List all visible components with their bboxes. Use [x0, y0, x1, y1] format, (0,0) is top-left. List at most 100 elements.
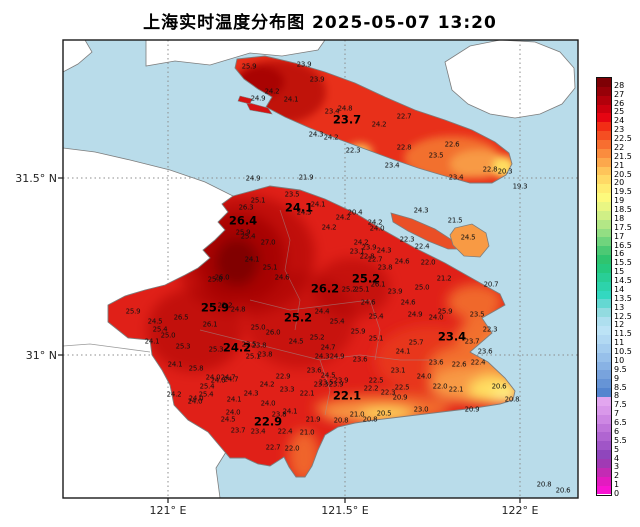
colorbar-tick-label: 20	[614, 178, 625, 188]
temp-value-label-major: 25.2	[283, 310, 313, 325]
colorbar-tick-label: 21	[614, 160, 625, 170]
temp-value-label: 24.6	[394, 257, 410, 266]
temp-value-label: 23.8	[251, 341, 267, 350]
colorbar-tick-label: 22	[614, 142, 625, 152]
temp-value-label: 23.9	[333, 376, 349, 385]
colorbar-tick-label: 6	[614, 426, 620, 436]
colorbar-band	[597, 317, 611, 327]
temp-value-label: 27.0	[260, 238, 276, 247]
temp-value-label: 24.2	[371, 120, 387, 129]
temp-value-label: 22.6	[444, 140, 460, 149]
temp-value-label: 22.3	[482, 325, 498, 334]
lon-tick-label: 121° E	[149, 504, 187, 517]
temp-value-label: 25.3	[175, 342, 191, 351]
temp-value-label: 23.9	[328, 380, 344, 389]
temp-value-label: 22.7	[265, 443, 281, 452]
colorbar-band	[597, 370, 611, 380]
temp-value-label-major: 22.9	[253, 414, 283, 429]
temp-value-label: 25.4	[329, 317, 345, 326]
temp-value-label: 26.1	[202, 320, 218, 329]
temp-value-label: 22.3	[380, 388, 396, 397]
temp-value-label: 24.3	[413, 206, 429, 215]
colorbar-band	[597, 467, 611, 477]
colorbar-tick-label: 18.5	[614, 205, 632, 215]
temp-value-label: 25.4	[152, 325, 168, 334]
islet-west-2	[237, 95, 253, 105]
temp-value-label-major: 26.2	[310, 281, 340, 296]
temp-value-label: 23.4	[250, 427, 266, 436]
temp-value-label: 24.0	[416, 372, 432, 381]
temp-value-label: 26.3	[238, 203, 254, 212]
temp-value-label: 22.8	[482, 165, 498, 174]
temp-value-label: 24.5	[460, 233, 476, 242]
temp-value-label: 23.5	[318, 378, 334, 387]
colorbar-band	[597, 219, 611, 229]
colorbar-tick-label: 4	[614, 453, 620, 463]
district-borders	[199, 209, 440, 416]
temp-value-label: 20.5	[376, 409, 392, 418]
temp-value-label: 25.4	[368, 312, 384, 321]
temp-value-label: 26.5	[173, 313, 189, 322]
temp-value-label: 23.9	[296, 60, 312, 69]
temp-value-label: 20.6	[491, 382, 507, 391]
temp-value-label: 24.1	[282, 407, 298, 416]
colorbar-tick-label: 10	[614, 355, 625, 365]
colorbar-tick-label: 19	[614, 196, 625, 206]
temp-value-label: 24.6	[274, 273, 290, 282]
temp-value-label: 24.8	[337, 104, 353, 113]
temp-value-label: 25.0	[250, 323, 266, 332]
temp-value-label: 23.5	[284, 190, 300, 199]
jiangsu-north-strip	[145, 39, 326, 67]
colorbar-tick-label: 14	[614, 284, 625, 294]
temp-value-label-major: 23.7	[332, 112, 362, 127]
colorbar-tick-label: 3	[614, 462, 620, 472]
colorbar-band	[597, 113, 611, 123]
colorbar-band	[597, 450, 611, 459]
colorbar-tick-label: 9.5	[614, 364, 627, 374]
colorbar-band	[597, 326, 611, 335]
temp-value-label: 23.8	[271, 410, 287, 419]
temp-value-label: 24.2	[367, 218, 383, 227]
colorbar-tick-label: 12.5	[614, 311, 632, 321]
temp-value-label: 24.0	[187, 397, 203, 406]
colorbar-band	[597, 122, 611, 132]
temp-value-label: 25.9	[125, 307, 141, 316]
colorbar-band	[597, 281, 611, 291]
colorbar-tick-label: 19.5	[614, 187, 632, 197]
colorbar-band	[597, 361, 611, 371]
colorbar-tick-label: 27	[614, 89, 625, 99]
temp-value-label: 26.1	[370, 280, 386, 289]
colorbar-band	[597, 299, 611, 309]
temp-value-label: 24.3	[243, 389, 259, 398]
temp-value-label: 24.1	[283, 95, 299, 104]
temp-value-label: 23.4	[324, 107, 340, 116]
temp-value-label: 25.8	[207, 275, 223, 284]
temp-value-label: 23.1	[349, 247, 365, 256]
temp-value-label: 25.3	[208, 345, 224, 354]
temp-value-label: 26.0	[265, 328, 281, 337]
temp-value-label: 23.9	[361, 243, 377, 252]
temp-value-label: 24.3	[376, 246, 392, 255]
temp-value-label: 25.2	[217, 301, 233, 310]
colorbar-tick-label: 18	[614, 213, 625, 223]
colorbar-band	[597, 184, 611, 194]
colorbar-tick-label: 2	[614, 471, 620, 481]
temp-value-label-major: 24.2	[222, 340, 252, 355]
colorbar-band	[597, 290, 611, 300]
temp-value-label: 23.3	[313, 380, 329, 389]
temp-value-label: 23.8	[257, 350, 273, 359]
islet-west	[245, 101, 273, 115]
temp-value-label: 23.4	[448, 173, 464, 182]
temp-value-label: 22.3	[345, 146, 361, 155]
temp-value-label: 24.0	[210, 376, 226, 385]
colorbar-band	[597, 414, 611, 424]
temp-value-label: 24.6	[360, 298, 376, 307]
colorbar-labels: 28 27 26 25 24 23 22.5 22 21.5 21 20.5 20 19.5 19 18.5…	[614, 77, 640, 497]
lat-tick-label: 31° N	[25, 349, 57, 362]
colorbar-band	[597, 343, 611, 353]
temp-value-label: 24.9	[250, 94, 266, 103]
temp-value-label: 20.7	[483, 280, 499, 289]
temp-value-label: 24.1	[244, 255, 260, 264]
colorbar-band	[597, 166, 611, 176]
